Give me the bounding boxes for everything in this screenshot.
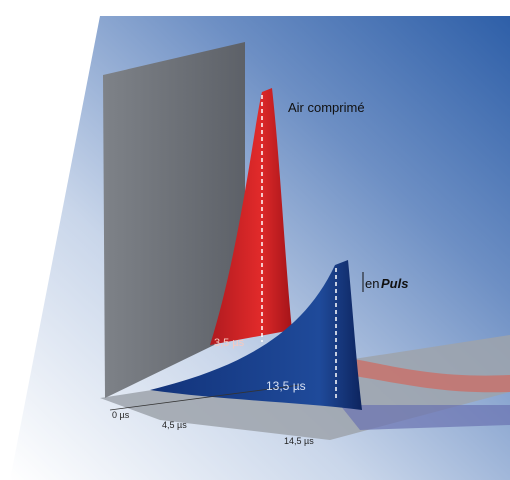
x-label: 0 µs bbox=[112, 410, 130, 420]
blue-time: 13,5 µs bbox=[266, 379, 306, 393]
red-time: 3,5 µs bbox=[214, 337, 245, 349]
puls-label: Puls bbox=[381, 276, 408, 291]
x-label: 14,5 µs bbox=[284, 436, 314, 446]
page: Air comprimé en Puls 3,5 µs 13,5 µs 0 µs… bbox=[0, 0, 510, 480]
en-label: en bbox=[365, 276, 379, 291]
air-label: Air comprimé bbox=[288, 100, 365, 115]
illustration: Air comprimé en Puls 3,5 µs 13,5 µs 0 µs… bbox=[0, 0, 510, 480]
x-label: 4,5 µs bbox=[162, 420, 187, 430]
